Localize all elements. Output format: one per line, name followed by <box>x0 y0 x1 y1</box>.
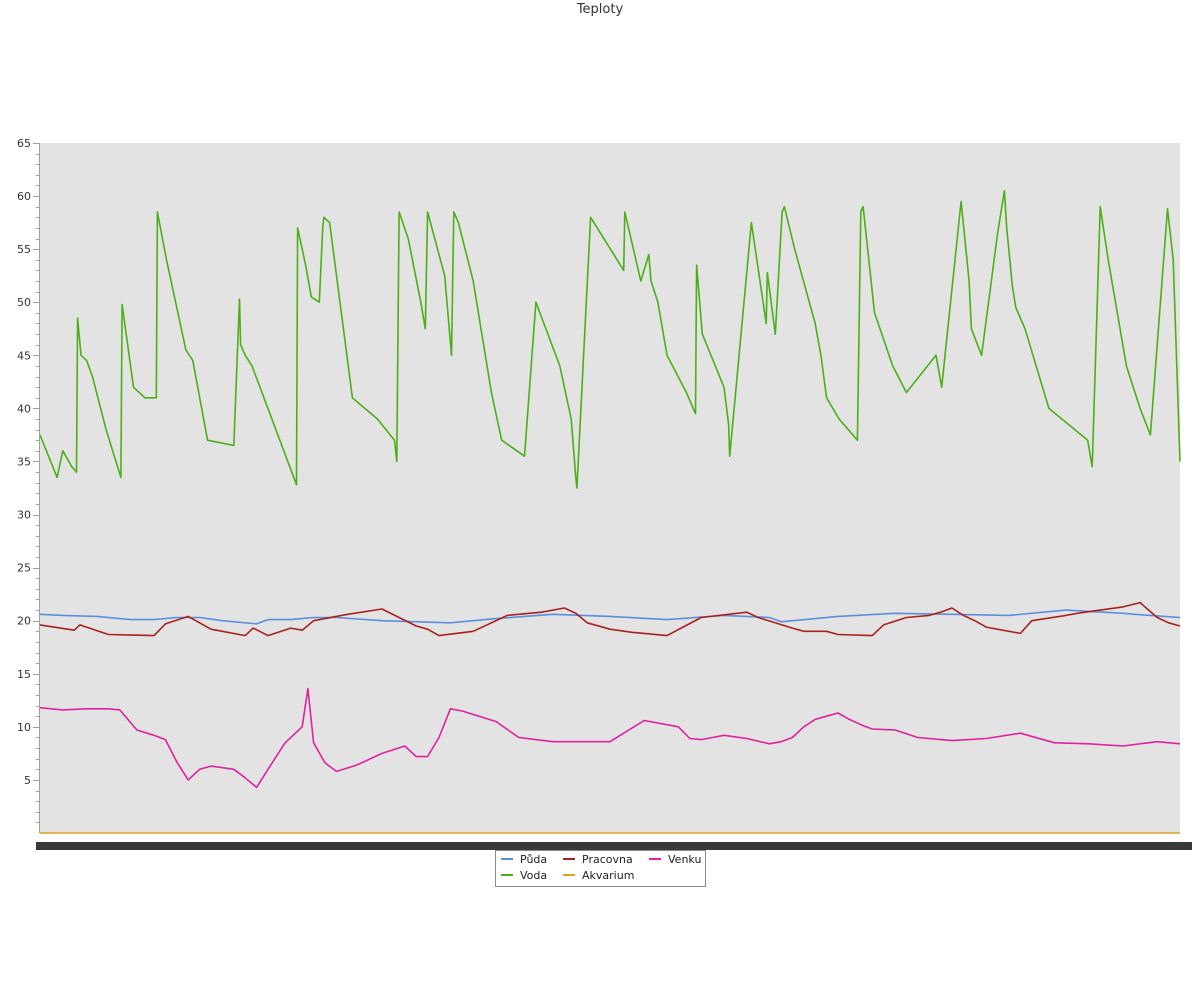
legend-swatch-puda <box>501 858 513 860</box>
legend-swatch-voda <box>501 874 513 876</box>
legend-swatch-pracovna <box>563 858 575 860</box>
y-tick-label: 30 <box>17 509 31 522</box>
legend-item-voda: Voda <box>501 869 547 883</box>
legend-swatch-akvarium <box>563 874 575 876</box>
legend-item-akvarium: Akvarium <box>563 869 634 883</box>
plot-area <box>40 143 1180 833</box>
y-tick-label: 25 <box>17 562 31 575</box>
legend: Půda Voda Pracovna Akvarium Venku <box>495 850 706 887</box>
legend-item-puda: Půda <box>501 853 547 867</box>
chart-title: Teploty <box>576 2 624 17</box>
series-line-voda <box>39 190 1181 489</box>
legend-item-venku: Venku <box>649 853 701 867</box>
legend-label-puda: Půda <box>520 853 548 866</box>
series-line-venku <box>39 687 1181 789</box>
legend-label-akvarium: Akvarium <box>582 869 635 882</box>
legend-swatch-venku <box>649 858 661 860</box>
legend-item-pracovna: Pracovna <box>563 853 633 867</box>
y-tick-label: 45 <box>17 349 31 362</box>
legend-label-venku: Venku <box>668 853 702 866</box>
y-tick-label: 15 <box>17 668 31 681</box>
y-tick-label: 5 <box>24 774 31 787</box>
y-tick-label: 55 <box>17 243 31 256</box>
y-tick-label: 60 <box>17 190 31 203</box>
y-tick-layer: 5 10 15 20 25 30 35 40 45 50 55 60 65 <box>17 137 40 823</box>
legend-label-pracovna: Pracovna <box>582 853 633 866</box>
series-layer <box>39 190 1181 834</box>
series-line-pracovna <box>39 601 1181 637</box>
y-tick-label: 10 <box>17 721 31 734</box>
y-tick-label: 35 <box>17 455 31 468</box>
y-tick-label: 40 <box>17 402 31 415</box>
y-tick-label: 20 <box>17 615 31 628</box>
y-tick-label: 65 <box>17 137 31 150</box>
y-tick-label: 50 <box>17 296 31 309</box>
x-axis-band <box>36 842 1192 850</box>
legend-label-voda: Voda <box>520 869 548 882</box>
